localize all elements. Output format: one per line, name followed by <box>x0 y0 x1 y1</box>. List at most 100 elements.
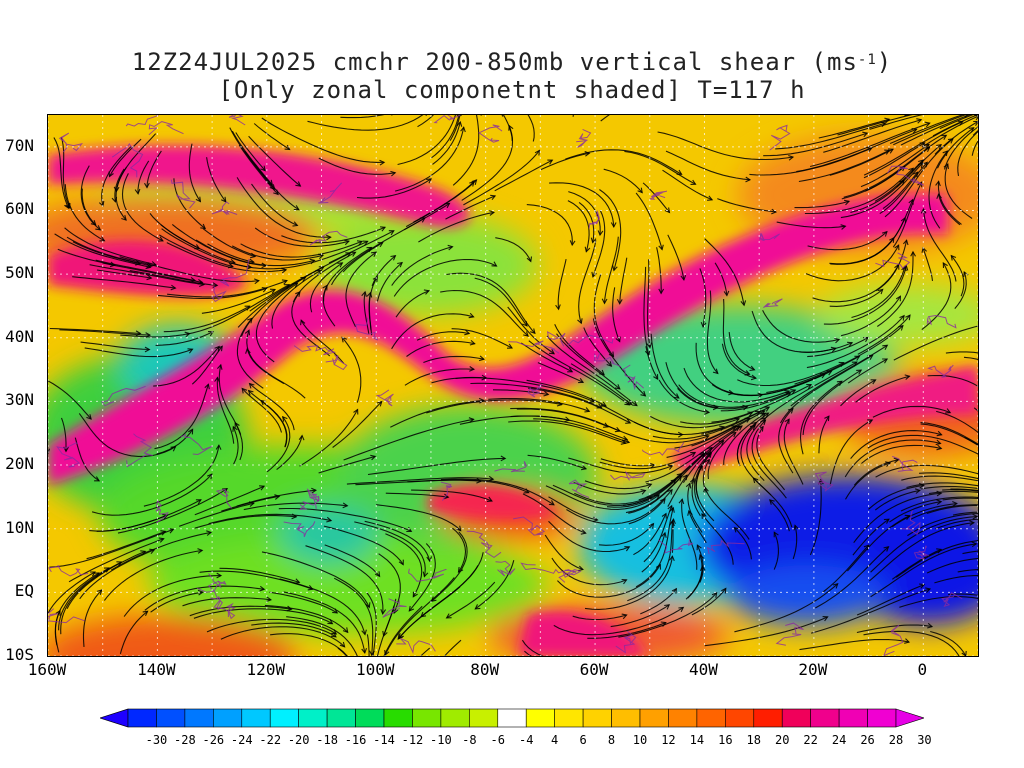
streamline <box>155 331 214 346</box>
colorbar-cell <box>611 708 641 728</box>
streamline-arrowhead <box>216 363 223 370</box>
contour-line <box>111 142 144 178</box>
streamline-arrowhead <box>146 274 153 281</box>
streamline <box>935 518 978 530</box>
streamline <box>628 498 666 525</box>
streamline <box>872 405 951 418</box>
streamline-arrowhead <box>703 486 709 493</box>
streamline <box>413 181 475 223</box>
contour-line <box>641 442 685 456</box>
streamline-arrowhead <box>330 632 337 638</box>
contour-line <box>382 598 407 618</box>
contour-line <box>58 132 83 153</box>
streamline <box>376 504 462 532</box>
streamline <box>137 160 150 194</box>
colorbar-cell <box>725 708 755 728</box>
streamline-arrowhead <box>942 262 948 269</box>
streamline-arrowhead <box>788 154 795 161</box>
streamline-arrowhead <box>250 252 257 259</box>
streamline <box>734 583 839 633</box>
colorbar-cell <box>668 708 698 728</box>
streamline-arrowhead <box>478 355 486 362</box>
streamline <box>603 236 619 304</box>
streamline <box>893 115 967 146</box>
streamline <box>191 345 223 385</box>
streamline <box>605 424 709 444</box>
streamline-arrowhead <box>616 299 623 305</box>
streamline <box>440 289 529 337</box>
streamline <box>186 284 290 335</box>
streamline <box>682 425 743 483</box>
streamline-arrowhead <box>597 230 604 237</box>
streamline <box>201 289 276 314</box>
streamline-arrowhead <box>606 361 613 367</box>
streamline <box>623 479 676 506</box>
streamline <box>391 313 474 350</box>
streamline <box>773 532 779 570</box>
streamline <box>942 489 978 492</box>
streamline <box>737 362 844 387</box>
streamline-arrowhead <box>969 520 976 526</box>
streamline <box>728 332 755 371</box>
streamline-arrowhead <box>584 246 591 253</box>
streamline <box>942 497 978 501</box>
streamline-arrowhead <box>667 488 673 495</box>
streamline <box>452 115 480 186</box>
streamline-arrowhead <box>261 286 268 293</box>
streamline-arrowhead <box>281 279 288 285</box>
streamline <box>565 149 682 175</box>
streamline-arrowhead <box>372 276 378 282</box>
streamline <box>246 348 285 385</box>
y-tick-label: 40N <box>5 326 34 346</box>
streamline-arrowhead <box>108 171 114 178</box>
colorbar-tick-label: 8 <box>607 733 616 747</box>
streamline <box>643 266 650 356</box>
streamline <box>893 325 978 361</box>
streamline <box>59 329 151 336</box>
streamline <box>324 544 381 577</box>
streamline-arrowhead <box>244 305 251 311</box>
streamline-arrowhead <box>195 499 202 505</box>
streamline-arrowhead <box>362 240 369 246</box>
streamline-arrowhead <box>578 377 585 384</box>
streamline-arrowhead <box>445 613 452 619</box>
streamline <box>592 210 606 277</box>
streamline <box>218 364 242 435</box>
streamline-arrowhead <box>90 571 96 577</box>
streamline-arrowhead <box>916 118 923 124</box>
streamline-arrowhead <box>564 416 571 423</box>
contour-line <box>213 600 236 620</box>
streamline <box>627 521 674 602</box>
streamline <box>943 126 978 170</box>
streamline <box>461 125 514 201</box>
streamline-arrowhead <box>198 281 206 288</box>
streamline <box>54 233 151 268</box>
streamline <box>60 561 122 635</box>
streamline <box>952 511 978 516</box>
streamline <box>776 221 846 229</box>
streamline-arrowhead <box>950 254 957 261</box>
streamline-arrowhead <box>384 649 390 656</box>
streamline <box>780 354 873 424</box>
colorbar-cell <box>838 708 868 728</box>
streamline-arrowhead <box>707 195 714 201</box>
contour-line <box>594 352 622 368</box>
streamline <box>114 168 125 202</box>
streamline-arrowhead <box>490 194 497 201</box>
streamline-arrowhead <box>259 485 266 491</box>
contour-line <box>170 179 196 209</box>
streamline <box>850 430 942 459</box>
streamline-arrowhead <box>388 230 395 236</box>
contour-line <box>520 562 577 574</box>
streamline-arrowhead <box>547 159 554 165</box>
streamline-arrowhead <box>621 578 628 585</box>
streamline-arrowhead <box>216 572 223 579</box>
streamline <box>671 519 675 553</box>
streamline-arrowhead <box>910 250 916 257</box>
streamline <box>120 332 190 338</box>
streamline-arrowhead <box>569 240 576 247</box>
streamline-arrowhead <box>676 472 683 479</box>
streamline-arrowhead <box>376 400 383 407</box>
streamline-arrowhead <box>894 244 900 251</box>
streamline <box>440 478 555 506</box>
